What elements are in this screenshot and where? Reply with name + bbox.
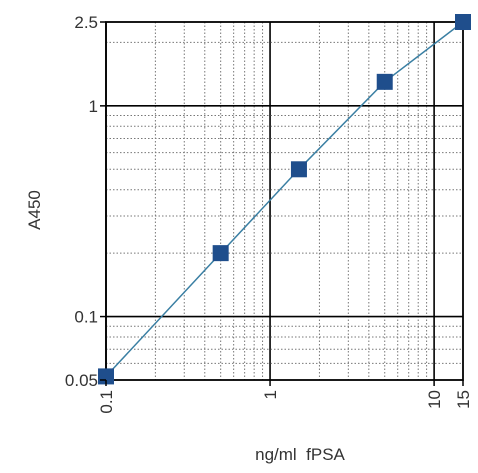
plot-frame (105, 21, 464, 381)
data-point-marker (376, 73, 393, 90)
x-tick-label: 15 (454, 390, 473, 409)
y-tick-label: 1 (89, 97, 98, 116)
y-tick-label: 2.5 (74, 13, 98, 32)
y-axis-label: A450 (25, 190, 44, 230)
x-tick-label: 1 (261, 390, 280, 399)
y-tick-label: 0.1 (74, 308, 98, 327)
y-tick-label: 0.05 (65, 371, 98, 390)
data-point-marker (212, 245, 229, 262)
x-tick-label: 10 (425, 390, 444, 409)
series-markers (98, 14, 471, 385)
x-tick-label: 0.1 (97, 390, 116, 414)
plot-border (105, 21, 464, 381)
data-point-marker (455, 14, 471, 30)
x-axis-label: ng/ml fPSA (255, 445, 345, 464)
data-point-marker (290, 161, 307, 178)
tick-labels: 0.050.112.50.1 1 10 15 (65, 13, 473, 414)
